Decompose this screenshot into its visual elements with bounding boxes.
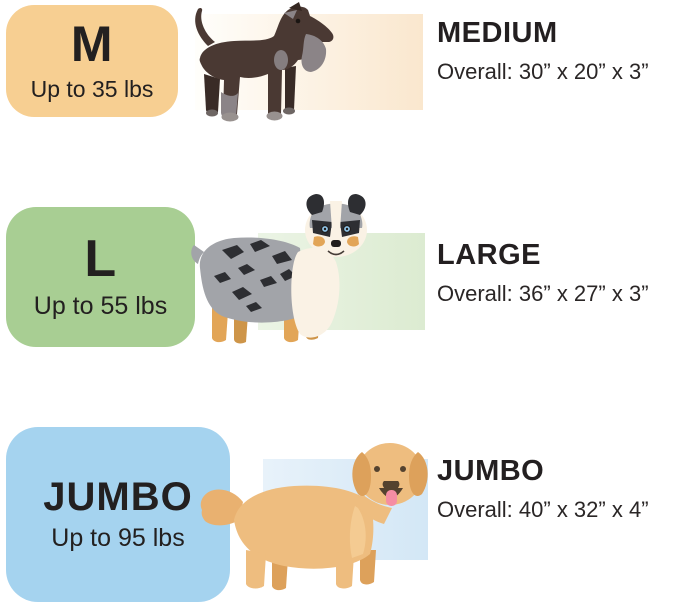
size-name-large: LARGE [437, 239, 541, 271]
size-info-medium: MEDIUM Overall: 30” x 20” x 3” [437, 17, 649, 85]
size-info-jumbo: JUMBO Overall: 40” x 32” x 4” [437, 455, 649, 523]
size-badge-large: L Up to 55 lbs [6, 207, 195, 347]
size-letter-jumbo: JUMBO [43, 474, 193, 519]
size-dimensions-medium: Overall: 30” x 20” x 3” [437, 59, 649, 84]
size-dimensions-large: Overall: 36” x 27” x 3” [437, 281, 649, 306]
size-name-medium: MEDIUM [437, 17, 558, 49]
weight-range-jumbo: Up to 95 lbs [51, 523, 185, 552]
schnauzer-dog-icon [195, 2, 334, 122]
size-letter-medium: M [70, 16, 114, 72]
australian-shepherd-dog-icon [191, 194, 367, 344]
weight-range-medium: Up to 35 lbs [30, 76, 154, 102]
size-badge-jumbo: JUMBO Up to 95 lbs [6, 427, 230, 602]
size-info-large: LARGE Overall: 36” x 27” x 3” [437, 239, 649, 307]
weight-range-large: Up to 55 lbs [33, 292, 168, 320]
size-dimensions-jumbo: Overall: 40” x 32” x 4” [437, 497, 649, 522]
size-badge-medium: M Up to 35 lbs [6, 5, 178, 117]
size-letter-large: L [84, 230, 117, 288]
golden-retriever-dog-icon [200, 443, 428, 591]
size-name-jumbo: JUMBO [437, 455, 545, 487]
